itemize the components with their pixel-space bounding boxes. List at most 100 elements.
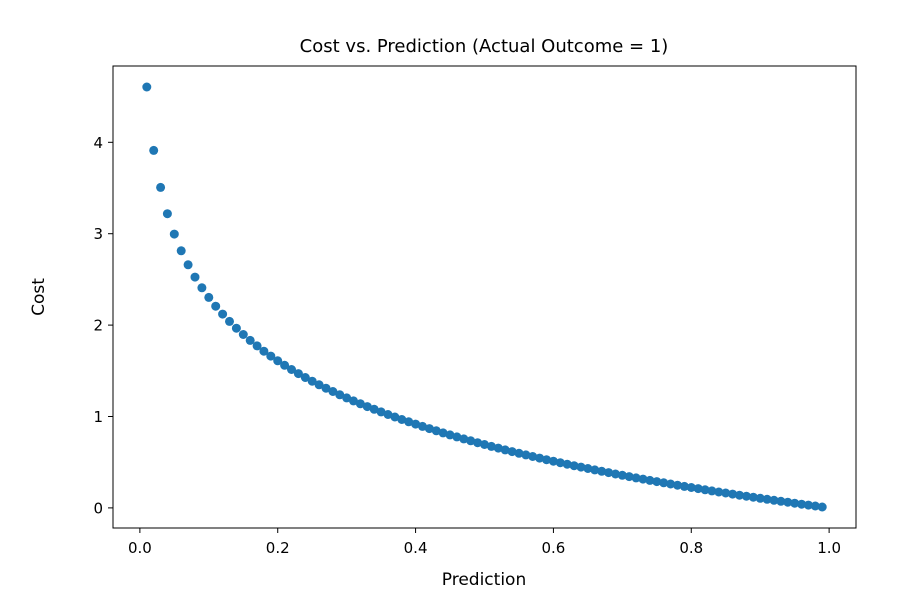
scatter-point [211,301,221,311]
scatter-point [466,436,476,446]
scatter-point [287,365,296,374]
scatter-point [259,346,269,356]
chart-title: Cost vs. Prediction (Actual Outcome = 1) [300,36,669,57]
scatter-point [631,473,641,483]
x-tick-label: 0.6 [541,539,565,557]
scatter-point [231,323,241,333]
scatter-point [314,380,324,390]
scatter-point [810,501,820,511]
scatter-point [190,272,200,282]
scatter-point [721,488,731,498]
scatter-point [238,330,248,339]
scatter-point [493,443,503,453]
scatter-point [535,453,545,463]
y-axis-label: Cost [29,278,49,316]
scatter-point [590,465,600,475]
scatter-point [452,432,462,442]
scatter-point [714,487,724,497]
scatter-point [611,469,620,479]
y-tick-label: 2 [93,317,103,335]
scatter-point [362,402,372,412]
scatter-point [797,499,807,509]
x-tick-label: 0.4 [404,539,428,557]
scatter-point [673,480,682,490]
scatter-point [438,428,448,438]
scatter-point [652,477,662,487]
scatter-point [748,492,758,502]
scatter-point [307,376,317,386]
scatter-point [604,468,614,478]
scatter-point [762,494,772,504]
scatter-point [149,145,159,155]
scatter-point [411,419,421,429]
scatter-point [624,472,634,482]
scatter-point [817,502,827,512]
scatter-point [424,424,434,434]
y-tick-label: 4 [93,134,103,152]
x-tick-label: 0.2 [266,539,290,557]
scatter-point [790,498,800,508]
scatter-point [176,246,186,256]
x-tick-label: 0.8 [679,539,703,557]
scatter-point [473,438,483,448]
scatter-point [548,456,558,466]
scatter-point [659,478,669,488]
scatter-point [755,493,765,503]
scatter-point [225,316,234,326]
scatter-point [507,447,517,457]
scatter-point [500,445,510,455]
scatter-point [300,373,310,382]
scatter-point [480,440,489,449]
y-tick-label: 1 [93,408,103,426]
scatter-point [355,399,365,409]
scatter-point [521,450,531,460]
plot-contents: 0.0 0.2 0.4 0.6 0.8 1.0 0 1 2 3 4 [93,82,841,557]
scatter-point [617,470,627,480]
scatter-point [562,459,572,469]
scatter-point [555,458,565,468]
scatter-point [204,292,214,302]
scatter-point [486,441,496,451]
y-tick-label: 3 [93,225,103,243]
scatter-point [707,486,717,496]
scatter-point [404,417,414,427]
scatter-point [542,455,551,465]
scatter-point [162,209,172,219]
scatter-point [576,462,586,472]
scatter-point [245,335,255,345]
scatter-point [569,461,579,471]
scatter-point [183,260,193,270]
scatter-point [679,481,689,491]
scatter-point [700,485,710,495]
scatter-point [418,421,427,431]
scatter-point [803,500,813,510]
scatter-point [638,474,648,484]
scatter-point [156,182,166,192]
scatter-point [266,351,276,361]
scatter-point [335,390,345,400]
scatter-point [342,393,352,403]
y-tick-label: 0 [93,499,103,517]
scatter-point [776,496,786,506]
scatter-point [735,490,744,500]
plot-area [112,65,857,529]
scatter-point [328,387,338,396]
scatter-point [459,434,469,444]
scatter-point [218,309,228,319]
scatter-point [142,82,152,92]
scatter-point [397,415,407,424]
scatter-point [369,404,379,414]
scatter-point [252,341,262,351]
x-tick-label: 0.0 [128,539,152,557]
scatter-point [321,383,331,393]
scatter-point [169,229,179,239]
scatter-point [293,369,303,379]
x-tick-label: 1.0 [817,539,841,557]
scatter-point [597,466,607,476]
x-axis-label: Prediction [442,570,526,590]
scatter-point [390,412,400,422]
scatter-point [528,452,538,461]
scatter-point [583,464,593,473]
